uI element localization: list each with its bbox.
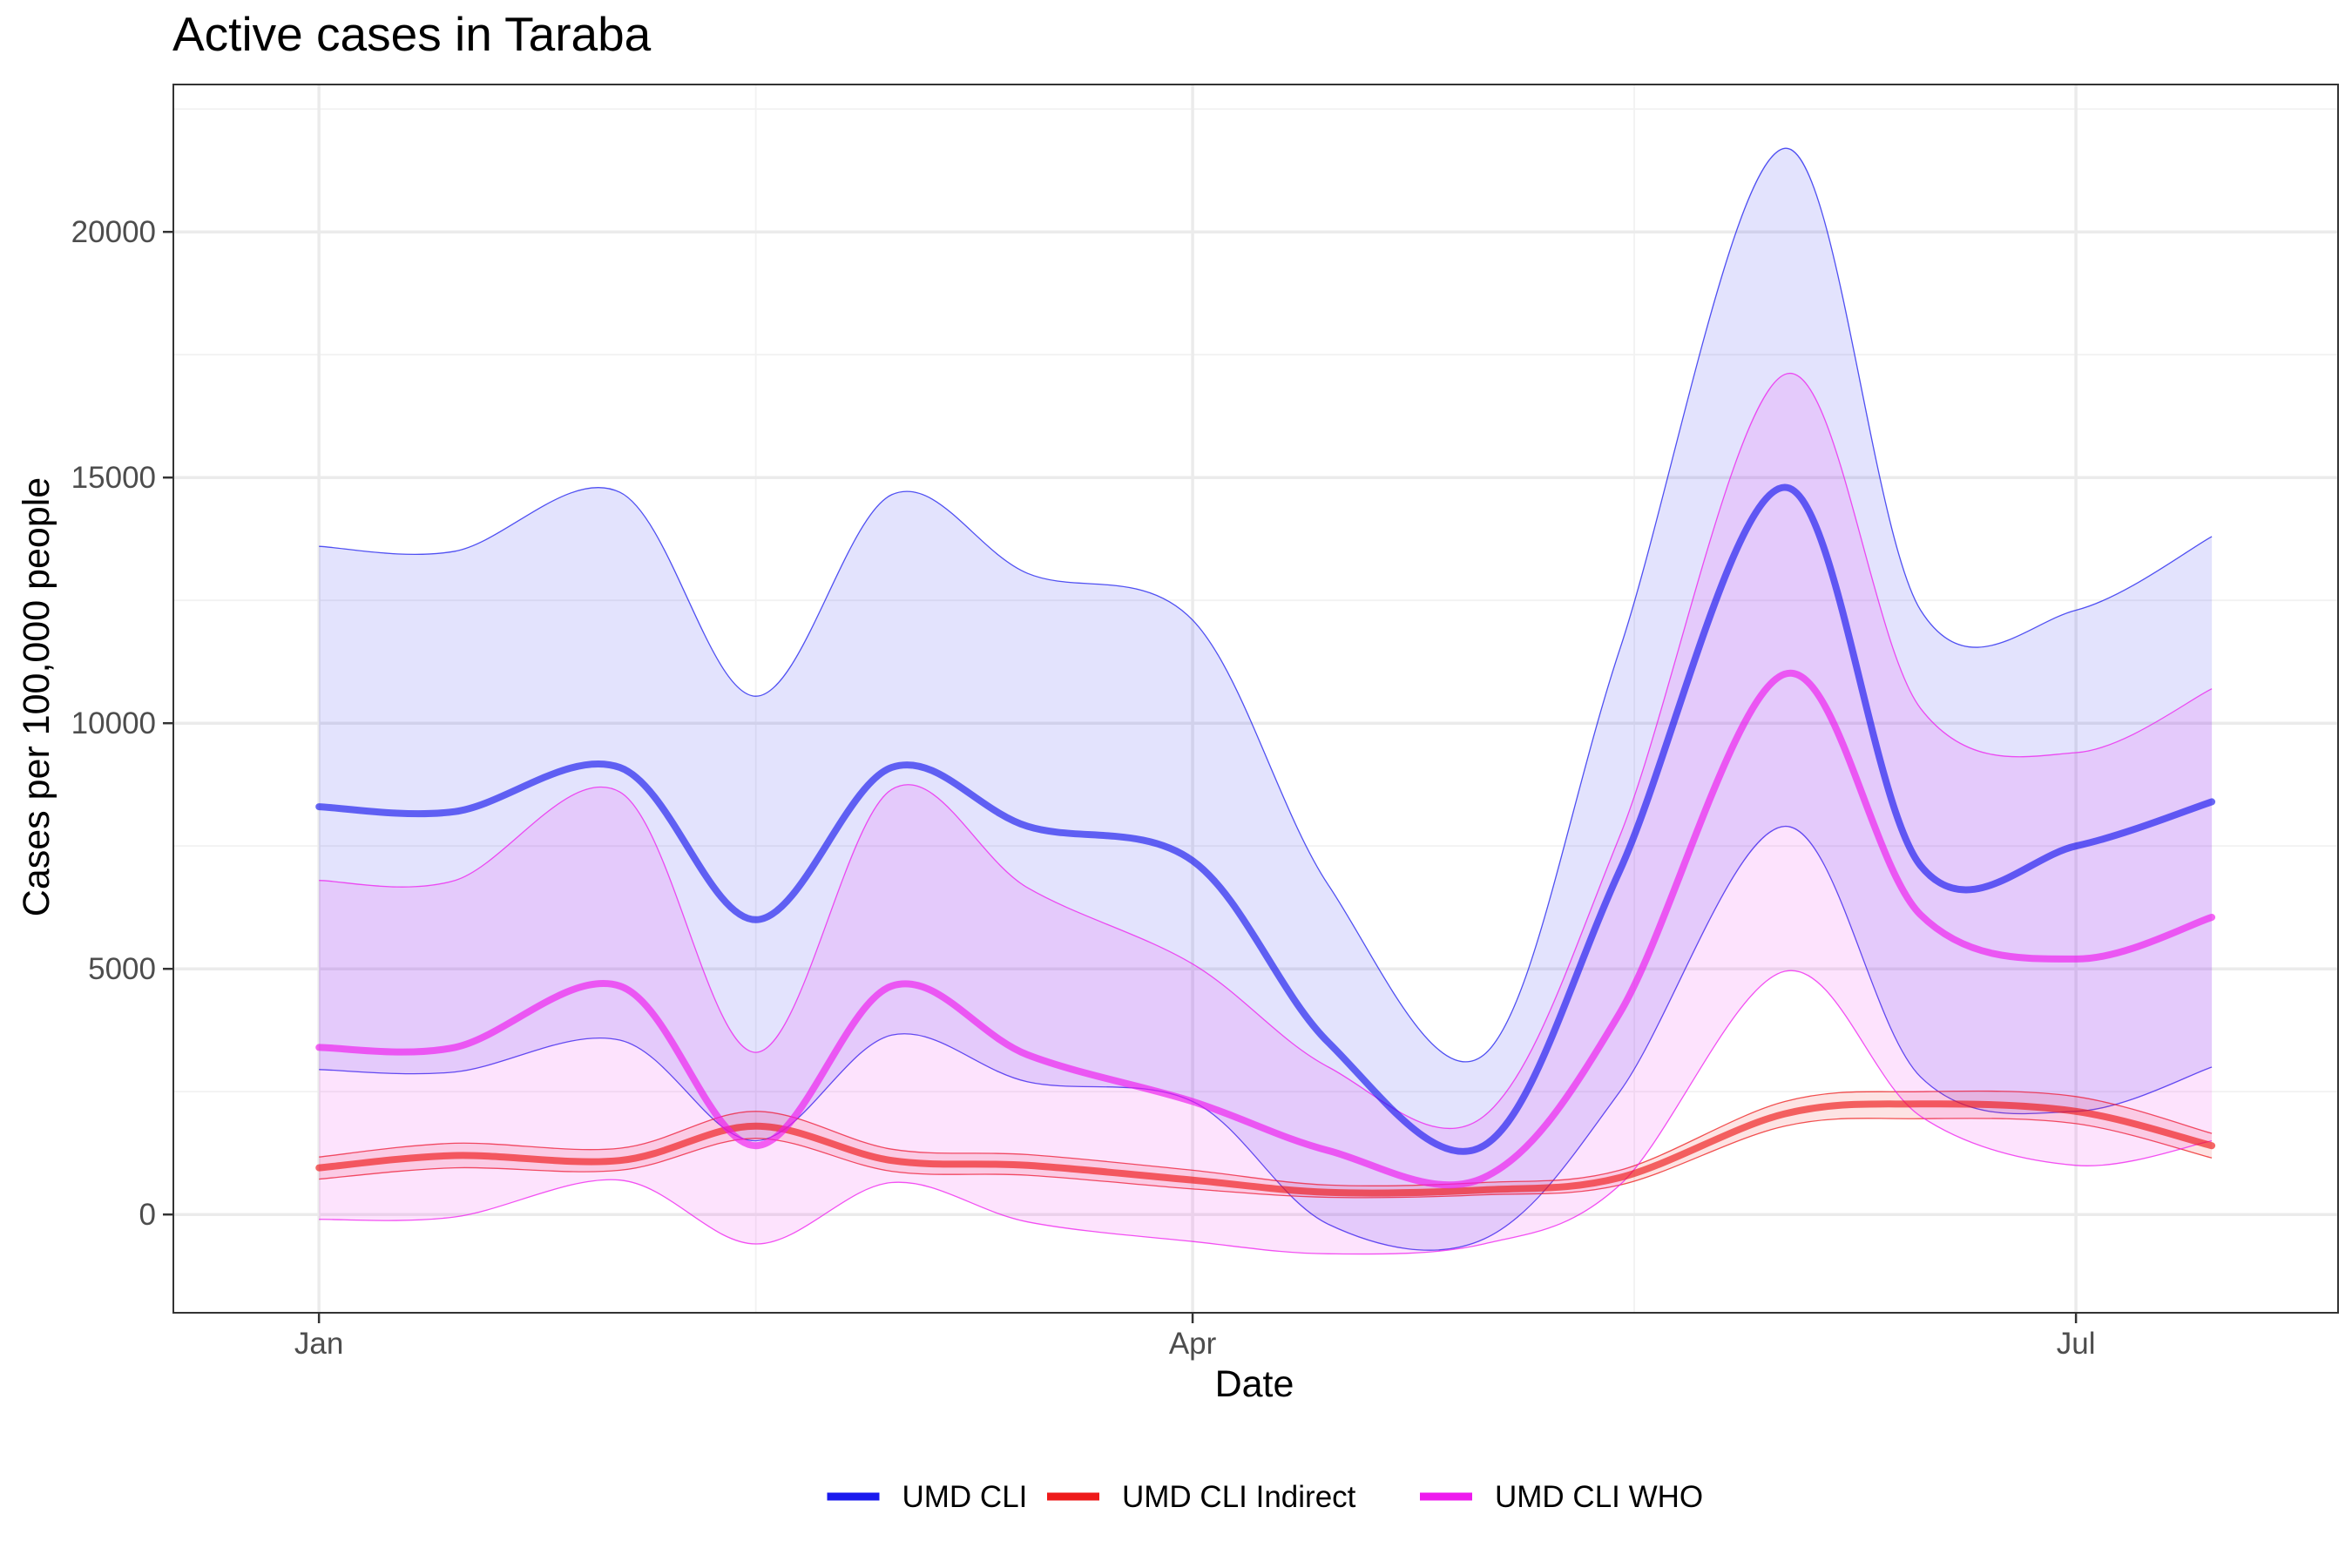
legend-label-umd-cli-who: UMD CLI WHO — [1495, 1480, 1703, 1514]
legend: UMD CLI UMD CLI Indirect UMD CLI WHO — [827, 1480, 1703, 1514]
ribbon-umd-cli-who — [319, 373, 2213, 1254]
series-lines — [315, 483, 2216, 1197]
chart-title: Active cases in Taraba — [172, 7, 652, 61]
y-tick-label: 5000 — [88, 952, 156, 986]
y-tick-label: 20000 — [71, 215, 156, 249]
ribbon-upper-umd-cli-who — [319, 372, 2213, 1129]
x-tick-label: Jan — [294, 1327, 343, 1361]
ribbon-umd-cli — [319, 148, 2213, 1251]
ribbon-lower-umd-cli-indirect — [319, 1118, 2213, 1199]
ribbon-upper-umd-cli — [319, 147, 2213, 1063]
y-tick-label: 15000 — [71, 461, 156, 495]
legend-label-umd-cli-indirect: UMD CLI Indirect — [1122, 1480, 1356, 1514]
x-tick-label: Apr — [1169, 1327, 1217, 1361]
y-tick-label: 0 — [139, 1198, 156, 1232]
plot-panel-background — [173, 84, 2338, 1313]
axes: 0 5000 10000 15000 20000 Jan Apr Jul — [71, 215, 2096, 1361]
series-line-umd-cli-who — [315, 669, 2216, 1189]
ribbon-upper-umd-cli-indirect — [319, 1090, 2213, 1186]
ribbon-lower-umd-cli — [319, 825, 2213, 1251]
plot-panel-border — [172, 84, 2339, 1314]
y-axis-label: Cases per 100,000 people — [16, 477, 57, 916]
plot-panel — [173, 84, 2338, 1313]
series-line-umd-cli-indirect — [315, 1100, 2216, 1197]
ribbon-lower-umd-cli-who — [319, 970, 2213, 1255]
gridlines — [173, 84, 2338, 1313]
series-line-umd-cli — [315, 483, 2216, 1155]
x-tick-label: Jul — [2057, 1327, 2096, 1361]
y-tick-label: 10000 — [71, 706, 156, 740]
x-axis-label: Date — [1215, 1363, 1294, 1405]
legend-label-umd-cli: UMD CLI — [902, 1480, 1028, 1514]
